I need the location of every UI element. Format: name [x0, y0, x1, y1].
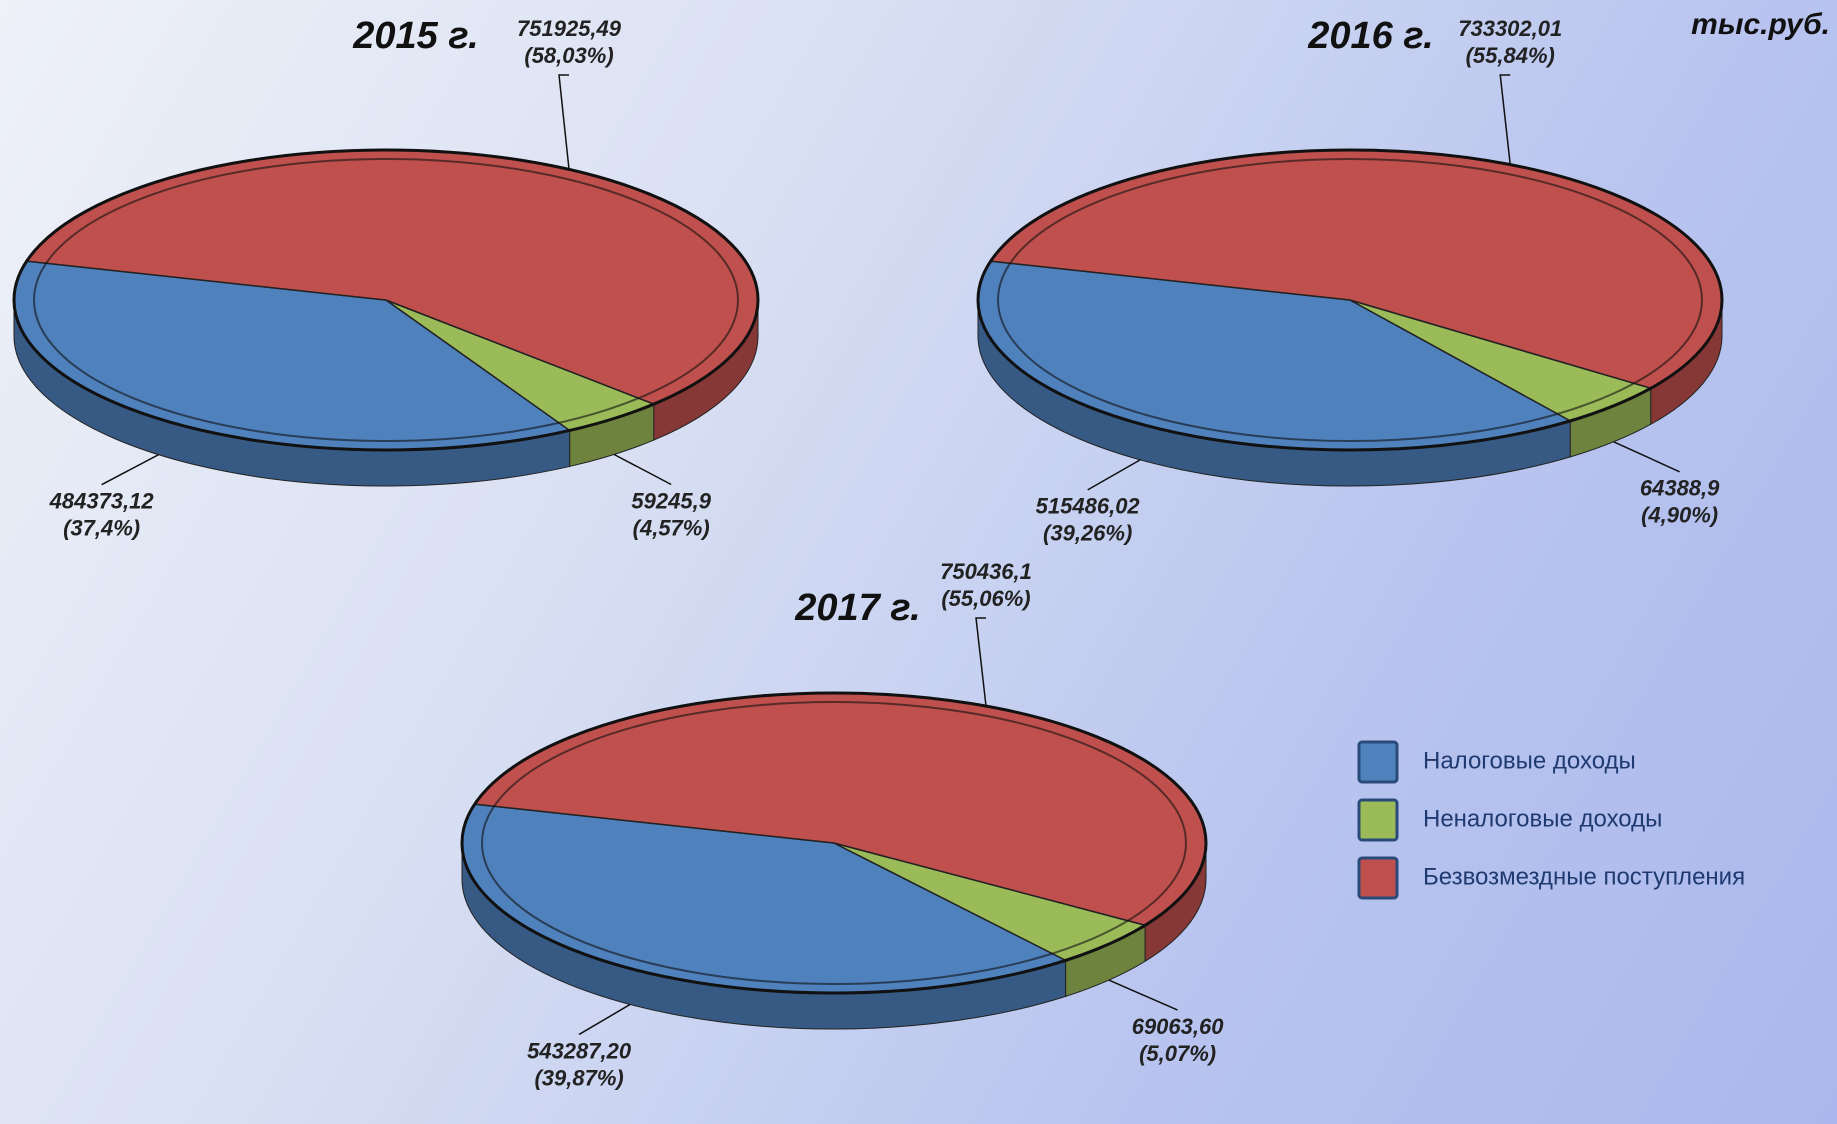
leader-line	[1499, 74, 1511, 165]
percent-label: (4,90%)	[1641, 503, 1718, 528]
leader-line	[101, 454, 159, 486]
coin-inner	[481, 701, 1187, 985]
legend-label: Неналоговые доходы	[1423, 805, 1662, 832]
coin-inner	[997, 158, 1703, 442]
legend-swatch	[1357, 798, 1399, 842]
chart-title: 2015 г.	[352, 15, 478, 57]
percent-label: (37,4%)	[63, 515, 140, 540]
value-label: 733302,01	[1458, 16, 1562, 41]
coin-inner	[33, 158, 739, 442]
value-label: 484373,12	[49, 488, 155, 513]
legend-swatch	[1357, 856, 1399, 900]
percent-label: (55,06%)	[941, 586, 1030, 611]
leader-line	[1108, 979, 1178, 1011]
value-label: 59245,9	[631, 488, 711, 513]
leader-line	[578, 1003, 631, 1036]
leader-line	[975, 617, 987, 707]
percent-label: (55,84%)	[1466, 43, 1555, 68]
percent-label: (4,57%)	[633, 515, 710, 540]
leader-line	[1087, 459, 1141, 491]
value-label: 69063,60	[1132, 1014, 1225, 1039]
chart-title: 2017 г.	[794, 587, 920, 629]
percent-label: (58,03%)	[524, 43, 613, 68]
value-label: 515486,02	[1036, 494, 1141, 519]
percent-label: (39,26%)	[1043, 521, 1132, 546]
value-label: 751925,49	[517, 16, 622, 41]
coin-rim	[976, 148, 1724, 452]
legend-label: Налоговые доходы	[1423, 747, 1636, 774]
leader-line	[558, 74, 570, 170]
value-label: 543287,20	[527, 1038, 632, 1063]
coin-rim	[12, 148, 760, 452]
legend-swatch	[1357, 740, 1399, 784]
unit-label: тыс.руб.	[1691, 8, 1830, 41]
leader-line	[1613, 441, 1680, 473]
legend-label: Безвозмездные поступления	[1423, 863, 1745, 890]
coin-rim	[460, 691, 1208, 995]
percent-label: (39,87%)	[534, 1065, 623, 1090]
value-label: 750436,1	[940, 559, 1032, 584]
chart-title: 2016 г.	[1307, 15, 1433, 57]
value-label: 64388,9	[1640, 476, 1720, 501]
leader-line	[613, 453, 672, 486]
percent-label: (5,07%)	[1139, 1041, 1216, 1066]
